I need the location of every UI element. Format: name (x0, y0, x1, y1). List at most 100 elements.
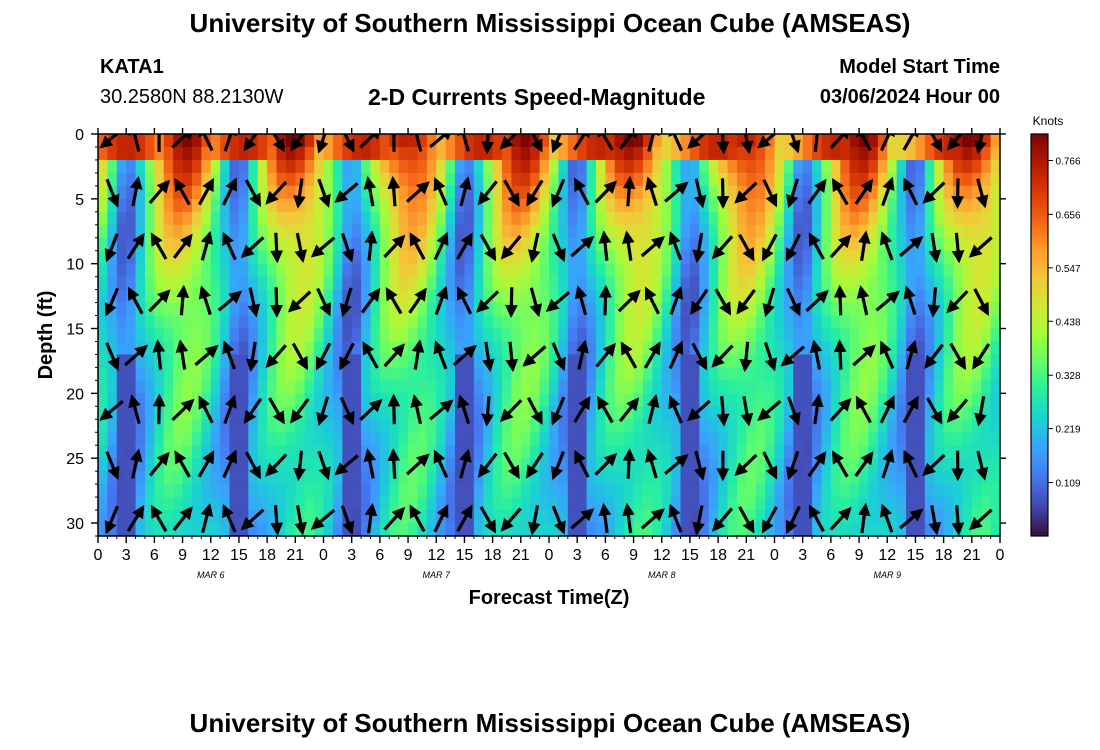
heatmap-cell (680, 406, 691, 420)
heatmap-cell (483, 198, 494, 213)
heatmap-cell (605, 250, 616, 265)
heatmap-cell (605, 198, 616, 213)
heatmap-cell (220, 393, 231, 407)
heatmap-cell (173, 315, 184, 330)
heatmap-cell (896, 198, 907, 213)
heatmap-cell (614, 419, 625, 433)
heatmap-cell (849, 510, 860, 524)
heatmap-cell (201, 484, 212, 498)
heatmap-cell (473, 237, 484, 252)
heatmap-cell (520, 367, 531, 381)
current-arrow (290, 134, 305, 152)
heatmap-cell (821, 354, 832, 369)
current-arrow (881, 448, 895, 479)
heatmap-cell (586, 445, 597, 459)
heatmap-cell (107, 419, 118, 433)
heatmap-cell (614, 185, 625, 200)
heatmap-cell (605, 432, 616, 446)
heatmap-cell (182, 276, 193, 291)
heatmap-cell (577, 419, 588, 433)
heatmap-cell (445, 134, 456, 148)
heatmap-cell (248, 367, 259, 381)
heatmap-cell (736, 484, 747, 498)
heatmap-cell (633, 250, 644, 265)
heatmap-cell (398, 172, 409, 187)
heatmap-cell (144, 393, 155, 407)
heatmap-cell (699, 185, 710, 200)
heatmap-cell (849, 328, 860, 343)
heatmap-cell (182, 406, 193, 420)
heatmap-cell (229, 341, 240, 356)
current-arrow (247, 287, 261, 318)
heatmap-cell (445, 510, 456, 524)
heatmap-cell (276, 445, 287, 459)
heatmap-cell (379, 159, 390, 174)
heatmap-cell (981, 159, 992, 174)
heatmap-cell (783, 315, 794, 330)
heatmap-cell (220, 146, 231, 161)
heatmap-cell (849, 380, 860, 394)
heatmap-cell (924, 237, 935, 252)
heatmap-cell (877, 445, 888, 459)
heatmap-cell (689, 237, 700, 252)
current-arrow (694, 450, 707, 481)
heatmap-cell (436, 198, 447, 213)
heatmap-cell (680, 471, 691, 485)
heatmap-cell (332, 432, 343, 446)
heatmap-cell (708, 510, 719, 524)
heatmap-cell (116, 289, 127, 304)
heatmap-cell (126, 432, 137, 446)
heatmap-cell (849, 354, 860, 369)
heatmap-cell (539, 354, 550, 369)
heatmap-cell (680, 380, 691, 394)
heatmap-cell (755, 432, 766, 446)
heatmap-cell (304, 289, 315, 304)
heatmap-cell (163, 263, 174, 278)
heatmap-cell (116, 484, 127, 498)
heatmap-cell (934, 497, 945, 511)
heatmap-cell (708, 393, 719, 407)
heatmap-cell (539, 302, 550, 317)
current-arrow (854, 178, 874, 205)
heatmap-cell (502, 185, 513, 200)
heatmap-cell (877, 406, 888, 420)
current-arrow (903, 177, 919, 206)
heatmap-cell (351, 523, 362, 536)
heatmap-cell (379, 341, 390, 356)
heatmap-cell (238, 172, 249, 187)
heatmap-cell (840, 445, 851, 459)
current-arrow (712, 507, 734, 532)
heatmap-cell (633, 380, 644, 394)
heatmap-cell (586, 328, 597, 343)
heatmap-cell (210, 523, 221, 536)
heatmap-cell (708, 341, 719, 356)
heatmap-cell (802, 263, 813, 278)
heatmap-cell (736, 146, 747, 161)
heatmap-cell (868, 250, 879, 265)
heatmap-cell (924, 406, 935, 420)
heatmap-cell (699, 406, 710, 420)
heatmap-cell (530, 211, 541, 226)
heatmap-cell (830, 380, 841, 394)
heatmap-cell (276, 393, 287, 407)
heatmap-cell (755, 263, 766, 278)
heatmap-cell (783, 237, 794, 252)
heatmap-cell (699, 172, 710, 187)
heatmap-cell (746, 432, 757, 446)
heatmap-cell (464, 484, 475, 498)
heatmap-cell (915, 263, 926, 278)
heatmap-cell (821, 302, 832, 317)
heatmap-cell (408, 276, 419, 291)
heatmap-cell (699, 134, 710, 148)
heatmap-cell (342, 367, 353, 381)
x-tick-label: 3 (347, 547, 356, 564)
heatmap-cell (783, 263, 794, 278)
heatmap-cell (342, 263, 353, 278)
heatmap-cell (445, 250, 456, 265)
heatmap-cell (210, 237, 221, 252)
heatmap-cell (191, 185, 202, 200)
current-arrow (105, 178, 120, 208)
heatmap-cell (210, 354, 221, 369)
heatmap-cell (868, 172, 879, 187)
heatmap-cell (191, 510, 202, 524)
